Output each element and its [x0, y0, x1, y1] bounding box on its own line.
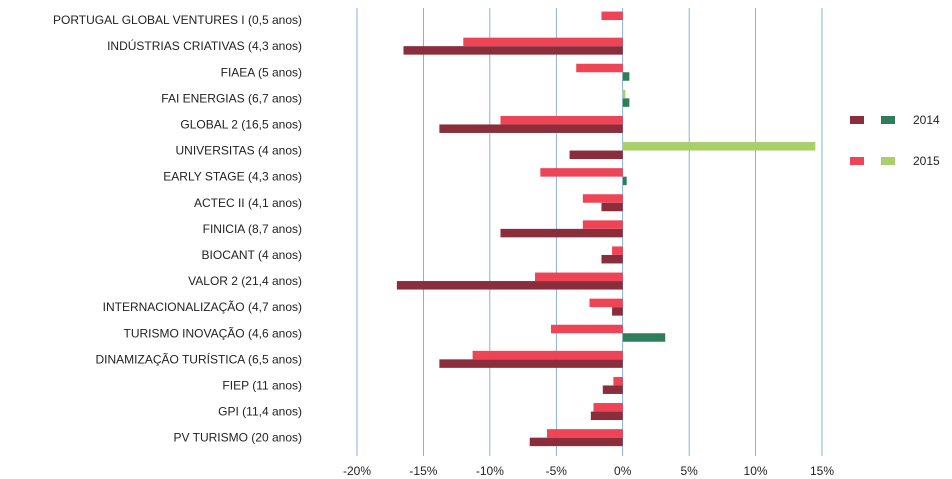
- bar-2015-14: [613, 376, 623, 386]
- category-label: ACTEC II (4,1 anos): [194, 196, 302, 210]
- x-tick-label: 10%: [744, 464, 768, 478]
- legend: 2014 2015: [850, 113, 940, 168]
- bar-2015-11: [589, 298, 623, 308]
- category-label: INDÚSTRIAS CRIATIVAS (4,3 anos): [107, 38, 302, 53]
- bar-2014-8: [500, 228, 623, 238]
- category-label: FIEP (11 anos): [222, 378, 302, 392]
- x-tick-label: -10%: [476, 464, 504, 478]
- category-label: DINAMIZAÇÃO TURÍSTICA (6,5 anos): [96, 351, 303, 366]
- legend-label-2015: 2015: [913, 154, 940, 168]
- bar-2015-13: [472, 350, 623, 360]
- bar-2014-10: [396, 281, 623, 290]
- bar-2015-8: [582, 220, 623, 229]
- bar-2015-12: [550, 324, 623, 334]
- legend-label-2014: 2014: [913, 113, 940, 127]
- bar-2015-16: [546, 429, 623, 438]
- bar-2014-14: [602, 385, 623, 394]
- category-label: UNIVERSITAS (4 anos): [176, 144, 302, 158]
- bar-2015-15: [593, 403, 623, 412]
- category-label: FINICIA (8,7 anos): [203, 222, 302, 236]
- bar-2015-10: [535, 272, 623, 282]
- category-label: FIAEA (5 anos): [221, 65, 302, 79]
- bar-2015-0: [601, 11, 623, 21]
- category-label: PORTUGAL GLOBAL VENTURES I (0,5 anos): [53, 13, 302, 27]
- bar-2015-9: [612, 246, 623, 255]
- bar-2015-3: [622, 89, 626, 99]
- bar-2014-9: [601, 254, 623, 264]
- legend-swatch-2014-negative: [850, 116, 864, 124]
- bar-2014-13: [439, 359, 623, 368]
- legend-swatch-2014-positive: [881, 116, 895, 124]
- bar-2014-16: [529, 437, 623, 447]
- x-tick-label: 0%: [614, 464, 632, 478]
- bar-2015-4: [500, 115, 623, 125]
- bar-2014-7: [601, 202, 623, 212]
- bar-2015-7: [582, 194, 623, 203]
- x-tick-labels: -20% -15% -10% -5% 0% 5% 10% 15%: [343, 464, 834, 478]
- x-tick-label: 5%: [680, 464, 698, 478]
- bar-2015-2: [576, 63, 623, 73]
- bar-2014-1: [403, 46, 623, 55]
- category-labels: PORTUGAL GLOBAL VENTURES I (0,5 anos) IND…: [53, 13, 302, 445]
- category-label: GLOBAL 2 (16,5 anos): [180, 117, 302, 131]
- bar-2014-4: [439, 124, 623, 133]
- bar-2014-15: [590, 411, 623, 421]
- category-label: EARLY STAGE (4,3 anos): [163, 170, 302, 184]
- category-label: GPI (11,4 anos): [218, 405, 302, 419]
- bar-2014-6: [622, 176, 627, 186]
- x-tick-label: -15%: [409, 464, 437, 478]
- legend-swatch-2015-positive: [881, 157, 895, 165]
- bar-2014-12: [622, 333, 666, 342]
- bar-2015-5: [622, 142, 816, 151]
- bar-2014-5: [569, 150, 623, 160]
- category-label: TURISMO INOVAÇÃO (4,6 anos): [124, 326, 302, 340]
- category-label: PV TURISMO (20 anos): [174, 431, 302, 445]
- category-label: BIOCANT (4 anos): [202, 248, 302, 262]
- x-tick-label: 15%: [810, 464, 834, 478]
- bar-2015-1: [463, 37, 623, 47]
- bar-2014-2: [622, 72, 630, 81]
- legend-swatch-2015-negative: [850, 157, 864, 165]
- category-label: FAI ENERGIAS (6,7 anos): [161, 91, 302, 105]
- x-tick-label: -20%: [343, 464, 371, 478]
- category-label: VALOR 2 (21,4 anos): [188, 274, 302, 288]
- bars: [396, 11, 816, 447]
- bar-2014-3: [622, 98, 630, 107]
- category-label: INTERNACIONALIZAÇÃO (4,7 anos): [103, 300, 302, 314]
- bar-2015-6: [540, 168, 623, 177]
- x-tick-label: -5%: [546, 464, 568, 478]
- bar-2014-11: [612, 307, 623, 316]
